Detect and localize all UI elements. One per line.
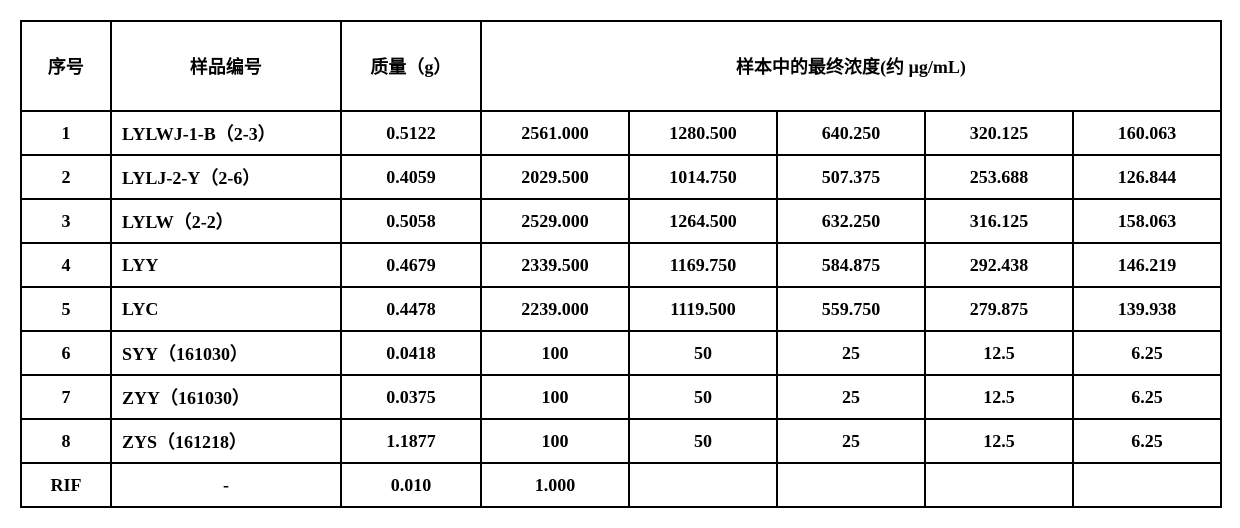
cell-conc: 100 — [481, 331, 629, 375]
cell-sample: LYLW（2-2） — [111, 199, 341, 243]
table-row: 4 LYY 0.4679 2339.500 1169.750 584.875 2… — [21, 243, 1221, 287]
cell-sample: LYY — [111, 243, 341, 287]
table-body: 1 LYLWJ-1-B（2-3） 0.5122 2561.000 1280.50… — [21, 111, 1221, 507]
cell-mass: 0.5122 — [341, 111, 481, 155]
cell-conc: 139.938 — [1073, 287, 1221, 331]
cell-conc: 1264.500 — [629, 199, 777, 243]
cell-conc: 507.375 — [777, 155, 925, 199]
cell-conc: 50 — [629, 419, 777, 463]
cell-mass: 0.4478 — [341, 287, 481, 331]
cell-conc: 160.063 — [1073, 111, 1221, 155]
header-seq: 序号 — [21, 21, 111, 111]
header-final-concentration: 样本中的最终浓度(约 μg/mL) — [481, 21, 1221, 111]
table-row: 2 LYLJ-2-Y（2-6） 0.4059 2029.500 1014.750… — [21, 155, 1221, 199]
cell-conc: 25 — [777, 375, 925, 419]
cell-conc: 100 — [481, 375, 629, 419]
cell-conc — [925, 463, 1073, 507]
cell-conc: 158.063 — [1073, 199, 1221, 243]
cell-conc: 1169.750 — [629, 243, 777, 287]
cell-conc: 279.875 — [925, 287, 1073, 331]
cell-seq: 2 — [21, 155, 111, 199]
cell-sample: ZYY（161030） — [111, 375, 341, 419]
cell-seq: 5 — [21, 287, 111, 331]
cell-seq: 7 — [21, 375, 111, 419]
cell-conc: 316.125 — [925, 199, 1073, 243]
cell-mass: 0.0418 — [341, 331, 481, 375]
cell-mass: 1.1877 — [341, 419, 481, 463]
cell-conc: 12.5 — [925, 331, 1073, 375]
cell-conc: 126.844 — [1073, 155, 1221, 199]
cell-seq: 6 — [21, 331, 111, 375]
cell-conc: 1014.750 — [629, 155, 777, 199]
cell-sample: LYLJ-2-Y（2-6） — [111, 155, 341, 199]
cell-conc — [1073, 463, 1221, 507]
cell-conc: 1119.500 — [629, 287, 777, 331]
table-row: RIF - 0.010 1.000 — [21, 463, 1221, 507]
cell-seq: 1 — [21, 111, 111, 155]
cell-conc: 6.25 — [1073, 331, 1221, 375]
cell-conc: 12.5 — [925, 375, 1073, 419]
cell-conc — [777, 463, 925, 507]
header-mass: 质量（g） — [341, 21, 481, 111]
table-row: 7 ZYY（161030） 0.0375 100 50 25 12.5 6.25 — [21, 375, 1221, 419]
cell-conc: 25 — [777, 331, 925, 375]
cell-seq: 8 — [21, 419, 111, 463]
cell-conc: 1280.500 — [629, 111, 777, 155]
cell-sample: ZYS（161218） — [111, 419, 341, 463]
cell-conc: 2029.500 — [481, 155, 629, 199]
cell-sample: LYC — [111, 287, 341, 331]
cell-conc: 584.875 — [777, 243, 925, 287]
cell-conc: 12.5 — [925, 419, 1073, 463]
cell-conc: 1.000 — [481, 463, 629, 507]
cell-conc: 2561.000 — [481, 111, 629, 155]
table-row: 8 ZYS（161218） 1.1877 100 50 25 12.5 6.25 — [21, 419, 1221, 463]
cell-sample: LYLWJ-1-B（2-3） — [111, 111, 341, 155]
cell-mass: 0.5058 — [341, 199, 481, 243]
cell-mass: 0.4679 — [341, 243, 481, 287]
cell-conc: 50 — [629, 375, 777, 419]
cell-conc: 320.125 — [925, 111, 1073, 155]
cell-conc: 25 — [777, 419, 925, 463]
table-row: 5 LYC 0.4478 2239.000 1119.500 559.750 2… — [21, 287, 1221, 331]
header-sample-id: 样品编号 — [111, 21, 341, 111]
cell-conc: 559.750 — [777, 287, 925, 331]
cell-sample: SYY（161030） — [111, 331, 341, 375]
cell-conc: 146.219 — [1073, 243, 1221, 287]
cell-mass: 0.010 — [341, 463, 481, 507]
table-row: 6 SYY（161030） 0.0418 100 50 25 12.5 6.25 — [21, 331, 1221, 375]
cell-conc: 632.250 — [777, 199, 925, 243]
cell-conc: 2339.500 — [481, 243, 629, 287]
cell-conc: 2529.000 — [481, 199, 629, 243]
cell-conc: 6.25 — [1073, 375, 1221, 419]
concentration-table: 序号 样品编号 质量（g） 样本中的最终浓度(约 μg/mL) 1 LYLWJ-… — [20, 20, 1222, 508]
cell-conc: 2239.000 — [481, 287, 629, 331]
cell-conc: 253.688 — [925, 155, 1073, 199]
cell-sample: - — [111, 463, 341, 507]
cell-conc: 50 — [629, 331, 777, 375]
cell-conc: 292.438 — [925, 243, 1073, 287]
table-row: 1 LYLWJ-1-B（2-3） 0.5122 2561.000 1280.50… — [21, 111, 1221, 155]
cell-mass: 0.0375 — [341, 375, 481, 419]
cell-mass: 0.4059 — [341, 155, 481, 199]
cell-conc: 6.25 — [1073, 419, 1221, 463]
cell-seq: 3 — [21, 199, 111, 243]
cell-conc: 100 — [481, 419, 629, 463]
cell-conc: 640.250 — [777, 111, 925, 155]
cell-seq: 4 — [21, 243, 111, 287]
cell-seq: RIF — [21, 463, 111, 507]
cell-conc — [629, 463, 777, 507]
table-header-row: 序号 样品编号 质量（g） 样本中的最终浓度(约 μg/mL) — [21, 21, 1221, 111]
table-row: 3 LYLW（2-2） 0.5058 2529.000 1264.500 632… — [21, 199, 1221, 243]
